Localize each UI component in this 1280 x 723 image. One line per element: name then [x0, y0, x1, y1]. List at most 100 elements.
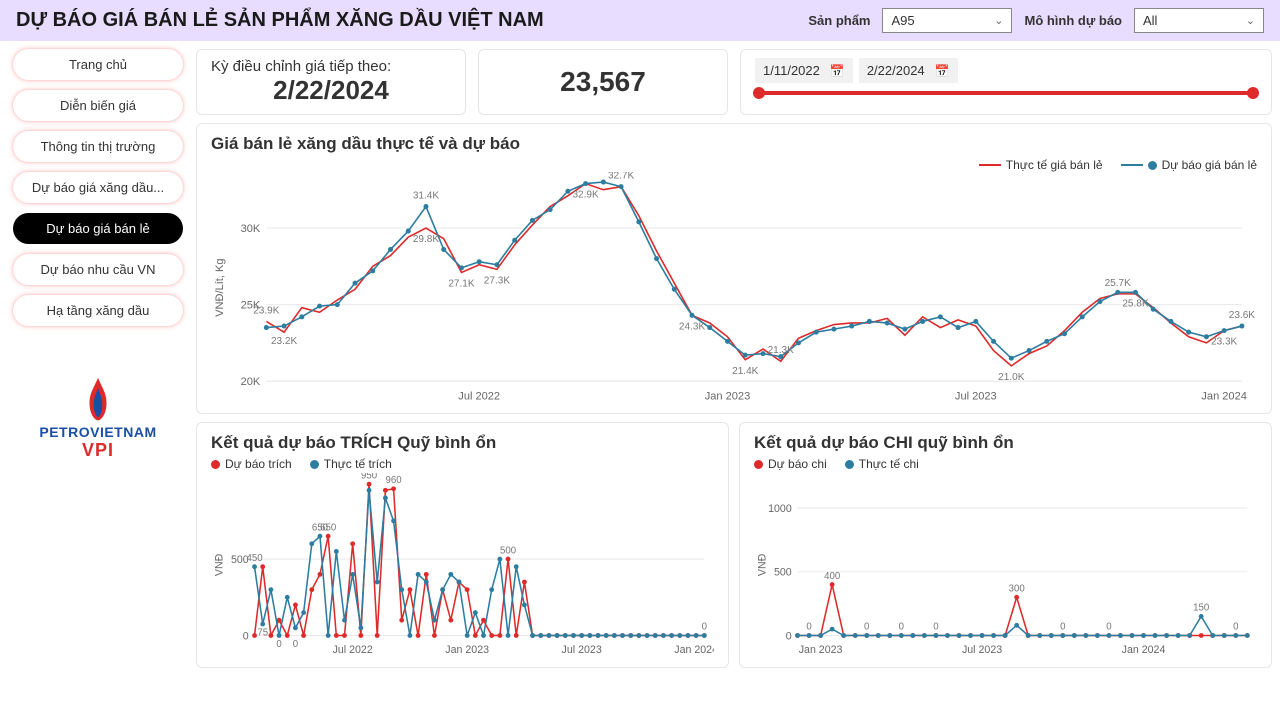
svg-text:0: 0: [786, 631, 792, 643]
date-from-value: 1/11/2022: [763, 63, 820, 78]
legend-forecast: Dự báo giá bán lẻ: [1162, 158, 1257, 172]
svg-text:20K: 20K: [241, 376, 261, 388]
svg-text:300: 300: [1009, 584, 1025, 595]
product-value: A95: [891, 13, 914, 28]
svg-text:32.7K: 32.7K: [608, 172, 635, 182]
svg-text:650: 650: [320, 523, 336, 534]
svg-text:450: 450: [246, 553, 262, 564]
svg-text:29.8K: 29.8K: [413, 234, 440, 245]
main-chart-title: Giá bán lẻ xăng dầu thực tế và dự báo: [211, 134, 1257, 154]
svg-text:Jan 2024: Jan 2024: [674, 644, 714, 656]
chi-chart-legend: Dự báo chi Thực tế chi: [754, 457, 1257, 471]
logo-line2: VPI: [82, 440, 114, 461]
svg-text:25.8K: 25.8K: [1122, 298, 1149, 309]
svg-text:0: 0: [276, 639, 281, 650]
svg-text:Jul 2023: Jul 2023: [562, 644, 602, 656]
svg-text:Jul 2023: Jul 2023: [962, 644, 1002, 656]
svg-text:Jan 2023: Jan 2023: [705, 390, 750, 402]
main-chart-legend: Thực tế giá bán lẻ Dự báo giá bán lẻ: [211, 158, 1257, 172]
svg-text:23.9K: 23.9K: [253, 305, 280, 316]
svg-text:21.3K: 21.3K: [768, 345, 795, 356]
main-chart: 20K25K30KVNĐ/Lít, KgJul 2022Jan 2023Jul …: [211, 172, 1257, 403]
svg-text:21.0K: 21.0K: [998, 372, 1025, 383]
svg-text:Jan 2024: Jan 2024: [1122, 644, 1166, 656]
svg-text:VNĐ: VNĐ: [757, 554, 769, 577]
svg-text:1000: 1000: [768, 503, 792, 515]
sidebar-item[interactable]: Thông tin thị trường: [13, 131, 183, 162]
price-card: 23,567: [478, 49, 728, 115]
date-range-slider[interactable]: [755, 91, 1257, 95]
logo-line1: PETROVIETNAM: [39, 424, 156, 440]
date-to-value: 2/22/2024: [867, 63, 925, 78]
sidebar: Trang chủ Diễn biến giá Thông tin thị trườ…: [8, 49, 188, 668]
svg-text:Jul 2022: Jul 2022: [333, 644, 373, 656]
svg-text:21.4K: 21.4K: [732, 366, 759, 377]
svg-text:0: 0: [293, 639, 298, 650]
model-value: All: [1143, 13, 1157, 28]
svg-text:500: 500: [774, 567, 792, 579]
logo: PETROVIETNAM VPI: [39, 376, 156, 461]
svg-text:Jul 2022: Jul 2022: [458, 390, 500, 402]
next-adjustment-card: Kỳ điều chỉnh giá tiếp theo: 2/22/2024: [196, 49, 466, 115]
price-value: 23,567: [560, 66, 646, 98]
next-adjustment-label: Kỳ điều chỉnh giá tiếp theo:: [211, 58, 451, 75]
svg-text:30K: 30K: [241, 223, 261, 235]
svg-text:0: 0: [1106, 622, 1111, 633]
svg-text:27.3K: 27.3K: [484, 275, 511, 286]
chi-chart-title: Kết quả dự báo CHI quỹ bình ổn: [754, 433, 1257, 453]
svg-text:23.3K: 23.3K: [1211, 337, 1238, 348]
calendar-icon: 📅: [830, 64, 845, 78]
svg-text:31.4K: 31.4K: [413, 191, 440, 202]
svg-text:0: 0: [933, 622, 938, 633]
svg-text:400: 400: [824, 571, 840, 582]
svg-text:0: 0: [1060, 622, 1065, 633]
svg-text:960: 960: [385, 475, 401, 486]
sidebar-item[interactable]: Dự báo nhu cầu VN: [13, 254, 183, 285]
svg-text:27.1K: 27.1K: [448, 279, 475, 290]
date-to-input[interactable]: 2/22/2024 📅: [859, 58, 958, 83]
svg-text:23.6K: 23.6K: [1229, 310, 1256, 321]
chevron-down-icon: ⌄: [994, 14, 1003, 27]
svg-text:0: 0: [243, 631, 249, 643]
svg-text:Jan 2023: Jan 2023: [799, 644, 843, 656]
date-from-input[interactable]: 1/11/2022 📅: [755, 58, 853, 83]
page-title: DỰ BÁO GIÁ BÁN LẺ SẢN PHẨM XĂNG DẦU VIỆT…: [16, 9, 544, 32]
main-chart-card: Giá bán lẻ xăng dầu thực tế và dự báo Th…: [196, 123, 1272, 414]
sidebar-item[interactable]: Trang chủ: [13, 49, 183, 80]
svg-text:VNĐ: VNĐ: [214, 554, 226, 577]
svg-text:VNĐ/Lít, Kg: VNĐ/Lít, Kg: [214, 258, 226, 316]
svg-text:0: 0: [864, 622, 869, 633]
svg-text:0: 0: [899, 622, 904, 633]
sidebar-item[interactable]: Dự báo giá xăng dầu...: [13, 172, 183, 203]
trich-chart-card: Kết quả dự báo TRÍCH Quỹ bình ổn Dự báo …: [196, 422, 729, 668]
svg-text:Jan 2024: Jan 2024: [1201, 390, 1246, 402]
legend-chi-actual: Thực tế chi: [859, 457, 919, 471]
svg-text:32.9K: 32.9K: [572, 190, 599, 201]
next-adjustment-value: 2/22/2024: [211, 75, 451, 106]
trich-chart-title: Kết quả dự báo TRÍCH Quỹ bình ổn: [211, 433, 714, 453]
sidebar-item[interactable]: Hạ tầng xăng dầu: [13, 295, 183, 326]
svg-text:25.7K: 25.7K: [1105, 278, 1132, 289]
sidebar-item[interactable]: Diễn biến giá: [13, 90, 183, 121]
trich-chart: 0 500 VNĐ Jul 2022 Jan 2023 Jul 2023 Jan 2024 4…: [211, 473, 714, 657]
svg-text:Jul 2023: Jul 2023: [955, 390, 997, 402]
flame-icon: [81, 376, 115, 424]
svg-text:0: 0: [1233, 622, 1238, 633]
date-range-card: 1/11/2022 📅 2/22/2024 📅: [740, 49, 1272, 115]
chi-chart-card: Kết quả dự báo CHI quỹ bình ổn Dự báo ch…: [739, 422, 1272, 668]
svg-text:500: 500: [500, 546, 516, 557]
model-dropdown[interactable]: All ⌄: [1134, 8, 1264, 33]
svg-text:950: 950: [361, 473, 377, 481]
legend-chi-forecast: Dự báo chi: [768, 457, 827, 471]
svg-text:23.2K: 23.2K: [271, 336, 298, 347]
header-controls: Sản phẩm A95 ⌄ Mô hình dự báo All ⌄: [808, 8, 1264, 33]
svg-text:75: 75: [257, 628, 268, 639]
sidebar-item[interactable]: Dự báo giá bán lẻ: [13, 213, 183, 244]
svg-text:Jan 2023: Jan 2023: [445, 644, 489, 656]
svg-text:150: 150: [1193, 603, 1209, 614]
legend-trich-forecast: Dự báo trích: [225, 457, 292, 471]
product-dropdown[interactable]: A95 ⌄: [882, 8, 1012, 33]
svg-text:0: 0: [806, 622, 811, 633]
product-label: Sản phẩm: [808, 13, 870, 28]
legend-trich-actual: Thực tế trích: [324, 457, 392, 471]
